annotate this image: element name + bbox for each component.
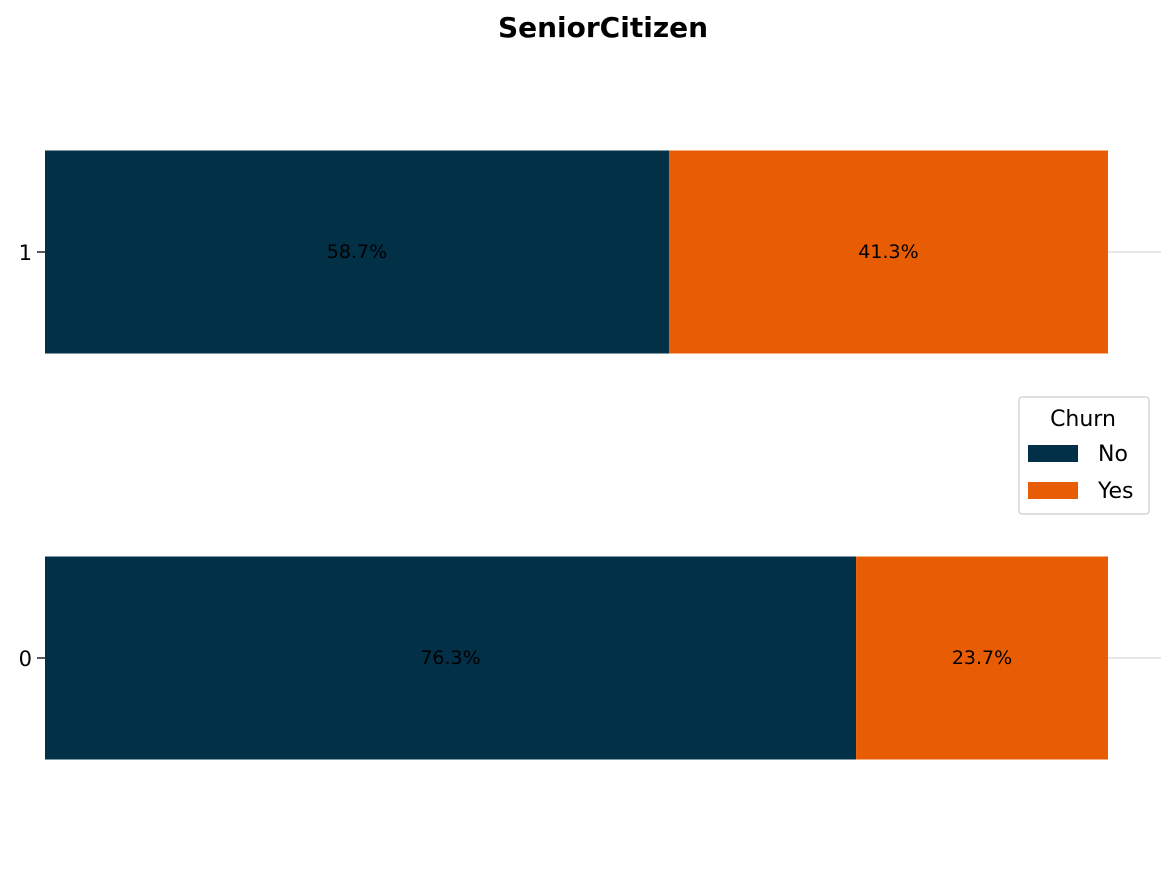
- legend-label-no: No: [1098, 442, 1128, 467]
- bar-no-0: [45, 556, 857, 760]
- legend-swatch-yes: [1028, 482, 1078, 499]
- y-tick-label: 1: [19, 241, 32, 265]
- bar-label: 76.3%: [420, 647, 480, 669]
- bar-label: 23.7%: [952, 647, 1012, 669]
- y-axis-ticks: 10: [19, 241, 45, 671]
- y-tick-label: 0: [19, 647, 32, 671]
- bar-no-1: [45, 150, 669, 354]
- chart-title: SeniorCitizen: [498, 11, 708, 44]
- legend-label-yes: Yes: [1097, 479, 1134, 504]
- bar-label: 41.3%: [858, 241, 918, 263]
- bars-layer: 58.7% 41.3% 76.3% 23.7%: [45, 150, 1108, 760]
- legend-swatch-no: [1028, 445, 1078, 462]
- legend-title: Churn: [1050, 407, 1116, 432]
- bar-yes-1: [668, 150, 1108, 354]
- legend: Churn No Yes: [1018, 396, 1150, 515]
- bar-yes-0: [856, 556, 1108, 760]
- bar-label: 58.7%: [327, 241, 387, 263]
- legend-entries: No Yes: [1028, 442, 1134, 504]
